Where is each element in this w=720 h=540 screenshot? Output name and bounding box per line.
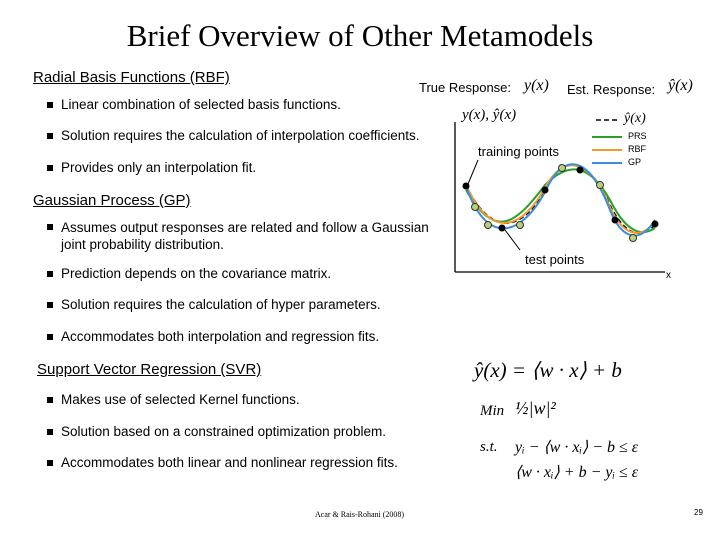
est-label: Est. Response: xyxy=(567,82,656,97)
true-curve xyxy=(465,164,656,234)
bullet: Solution requires the calculation of hyp… xyxy=(47,297,381,312)
section-heading: Gaussian Process (GP) xyxy=(33,192,191,209)
legend-entry: PRS xyxy=(628,131,647,141)
section-heading: Support Vector Regression (SVR) xyxy=(37,361,262,378)
legend-est: ŷ(x) xyxy=(624,111,646,126)
bullet: Solution based on a constrained optimiza… xyxy=(47,424,386,439)
min-label: Min xyxy=(480,403,505,419)
true-label: True Response: xyxy=(419,80,512,95)
svr-model: ŷ(x) = ⟨w · x⟩ + b xyxy=(474,358,622,382)
pointer xyxy=(504,229,521,251)
bullet: Accommodates both interpolation and regr… xyxy=(47,329,379,344)
training-points xyxy=(462,166,659,232)
rbf-curve xyxy=(465,164,656,234)
constraint: yᵢ − ⟨w · xᵢ⟩ − b ≤ ε xyxy=(515,439,639,456)
y-axis-label: y(x), ŷ(x) xyxy=(462,107,517,123)
bullet: Prediction depends on the covariance mat… xyxy=(47,266,331,281)
bullet: Assumes output responses are related and… xyxy=(47,219,456,253)
training-label: training points xyxy=(478,144,559,159)
bullet: Solution requires the calculation of int… xyxy=(47,128,419,143)
bullet: Accommodates both linear and nonlinear r… xyxy=(47,455,398,470)
prs-curve xyxy=(465,168,656,233)
citation: Acar & Rais-Rohani (2008) xyxy=(315,510,405,519)
x-axis-label: x xyxy=(666,270,671,281)
test-label: test points xyxy=(525,252,585,267)
bullet: Linear combination of selected basis fun… xyxy=(47,97,341,112)
objective: ½|w|² xyxy=(515,398,556,418)
true-symbol: y(x) xyxy=(524,77,549,94)
est-symbol: ŷ(x) xyxy=(668,77,693,94)
legend-entry: GP xyxy=(628,157,642,167)
test-points xyxy=(471,164,637,242)
pointer xyxy=(467,159,479,185)
page-number: 29 xyxy=(694,508,703,517)
axes xyxy=(454,122,665,273)
slide-title: Brief Overview of Other Metamodels xyxy=(126,18,594,53)
section-heading: Radial Basis Functions (RBF) xyxy=(33,69,230,86)
legend-entry: RBF xyxy=(628,144,646,154)
bullet: Makes use of selected Kernel functions. xyxy=(47,392,300,407)
gp-curve xyxy=(465,163,656,237)
bullet: Provides only an interpolation fit. xyxy=(47,160,256,175)
constraint: ⟨w · xᵢ⟩ + b − yᵢ ≤ ε xyxy=(515,464,639,481)
st-label: s.t. xyxy=(480,439,498,455)
